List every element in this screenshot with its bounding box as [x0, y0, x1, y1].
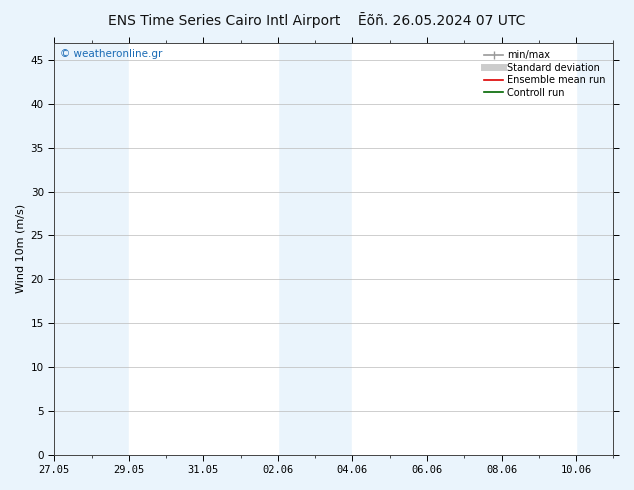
Bar — [353, 43, 576, 455]
Y-axis label: Wind 10m (m/s): Wind 10m (m/s) — [15, 204, 25, 293]
Legend: min/max, Standard deviation, Ensemble mean run, Controll run: min/max, Standard deviation, Ensemble me… — [481, 48, 609, 100]
Bar — [129, 43, 278, 455]
Text: ENS Time Series Cairo Intl Airport    Ēõñ. 26.05.2024 07 UTC: ENS Time Series Cairo Intl Airport Ēõñ. … — [108, 12, 526, 28]
Text: © weatheronline.gr: © weatheronline.gr — [60, 49, 162, 59]
